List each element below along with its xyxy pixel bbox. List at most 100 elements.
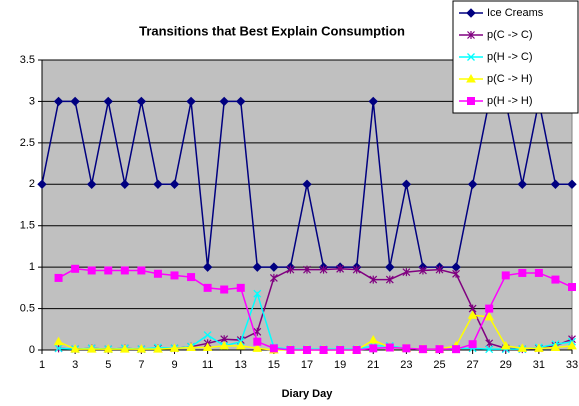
marker (485, 339, 494, 348)
marker (286, 346, 295, 354)
marker (385, 343, 394, 352)
marker (219, 96, 229, 107)
marker (186, 96, 196, 107)
marker (286, 265, 295, 274)
marker (54, 344, 63, 353)
marker (104, 266, 113, 275)
marker (236, 283, 245, 292)
marker (186, 342, 196, 352)
legend-label: p(C -> H) (487, 73, 533, 85)
marker (103, 96, 113, 107)
marker (435, 345, 444, 354)
marker (385, 262, 395, 272)
x-tick-label: 9 (171, 359, 177, 371)
marker (567, 179, 577, 189)
legend-marker (466, 8, 476, 18)
legend-marker (467, 97, 475, 105)
marker (53, 96, 64, 107)
marker (136, 96, 147, 107)
marker (253, 337, 262, 346)
marker (37, 179, 47, 189)
marker (120, 266, 129, 275)
marker (187, 273, 196, 282)
marker (369, 344, 378, 353)
marker (352, 265, 361, 274)
marker (235, 340, 246, 350)
marker (452, 269, 460, 278)
marker (368, 96, 378, 107)
x-tick-label: 13 (235, 359, 247, 371)
y-tick-label: 2.5 (20, 137, 35, 149)
marker (70, 96, 80, 107)
x-tick-label: 17 (301, 359, 313, 371)
x-tick-label: 19 (334, 359, 346, 371)
marker (501, 271, 510, 280)
marker (467, 179, 478, 189)
marker (401, 179, 412, 189)
marker (203, 331, 212, 340)
marker (87, 266, 96, 275)
marker (202, 342, 213, 352)
marker (336, 346, 345, 354)
marker (202, 262, 213, 272)
marker (54, 273, 63, 282)
x-tick-label: 29 (500, 359, 512, 371)
marker (368, 335, 379, 344)
marker (252, 262, 263, 272)
marker (170, 271, 179, 280)
marker (169, 179, 180, 189)
marker (86, 179, 97, 189)
marker (303, 346, 311, 354)
marker (253, 289, 262, 298)
x-tick-label: 31 (533, 359, 545, 371)
x-tick-label: 27 (467, 359, 479, 371)
x-tick-label: 1 (39, 359, 45, 371)
marker (452, 345, 461, 354)
marker (53, 336, 64, 346)
marker (485, 345, 494, 354)
marker (153, 269, 162, 278)
marker (418, 345, 427, 354)
marker (402, 268, 411, 277)
marker (435, 265, 444, 274)
marker (203, 283, 212, 292)
x-tick-label: 7 (138, 359, 144, 371)
marker (518, 268, 527, 277)
marker (119, 344, 130, 353)
marker (568, 283, 576, 292)
marker (567, 340, 577, 350)
marker (120, 179, 130, 189)
marker (369, 275, 378, 284)
marker (269, 262, 279, 272)
marker (402, 344, 411, 353)
x-tick-label: 25 (433, 359, 445, 371)
y-tick-label: 2 (29, 178, 35, 190)
marker (71, 264, 80, 273)
marker (468, 340, 477, 349)
marker (136, 344, 147, 353)
marker (153, 344, 163, 353)
marker (534, 268, 543, 277)
marker (252, 343, 263, 352)
legend-label: p(H -> H) (487, 95, 533, 107)
legend-marker (466, 73, 476, 83)
x-axis-title: Diary Day (282, 388, 334, 400)
marker (484, 311, 495, 321)
chart-title: Transitions that Best Explain Consumptio… (139, 23, 405, 38)
marker (219, 340, 230, 350)
marker (169, 343, 180, 352)
marker (517, 179, 528, 189)
legend-label: p(H -> C) (487, 51, 533, 63)
marker (517, 343, 528, 352)
marker (137, 266, 146, 275)
x-tick-label: 11 (202, 359, 213, 371)
marker (70, 344, 80, 353)
marker (385, 275, 394, 284)
marker (534, 343, 544, 352)
marker (500, 340, 511, 350)
marker (269, 273, 278, 282)
marker (550, 342, 561, 352)
marker (302, 179, 312, 189)
marker (352, 346, 361, 354)
